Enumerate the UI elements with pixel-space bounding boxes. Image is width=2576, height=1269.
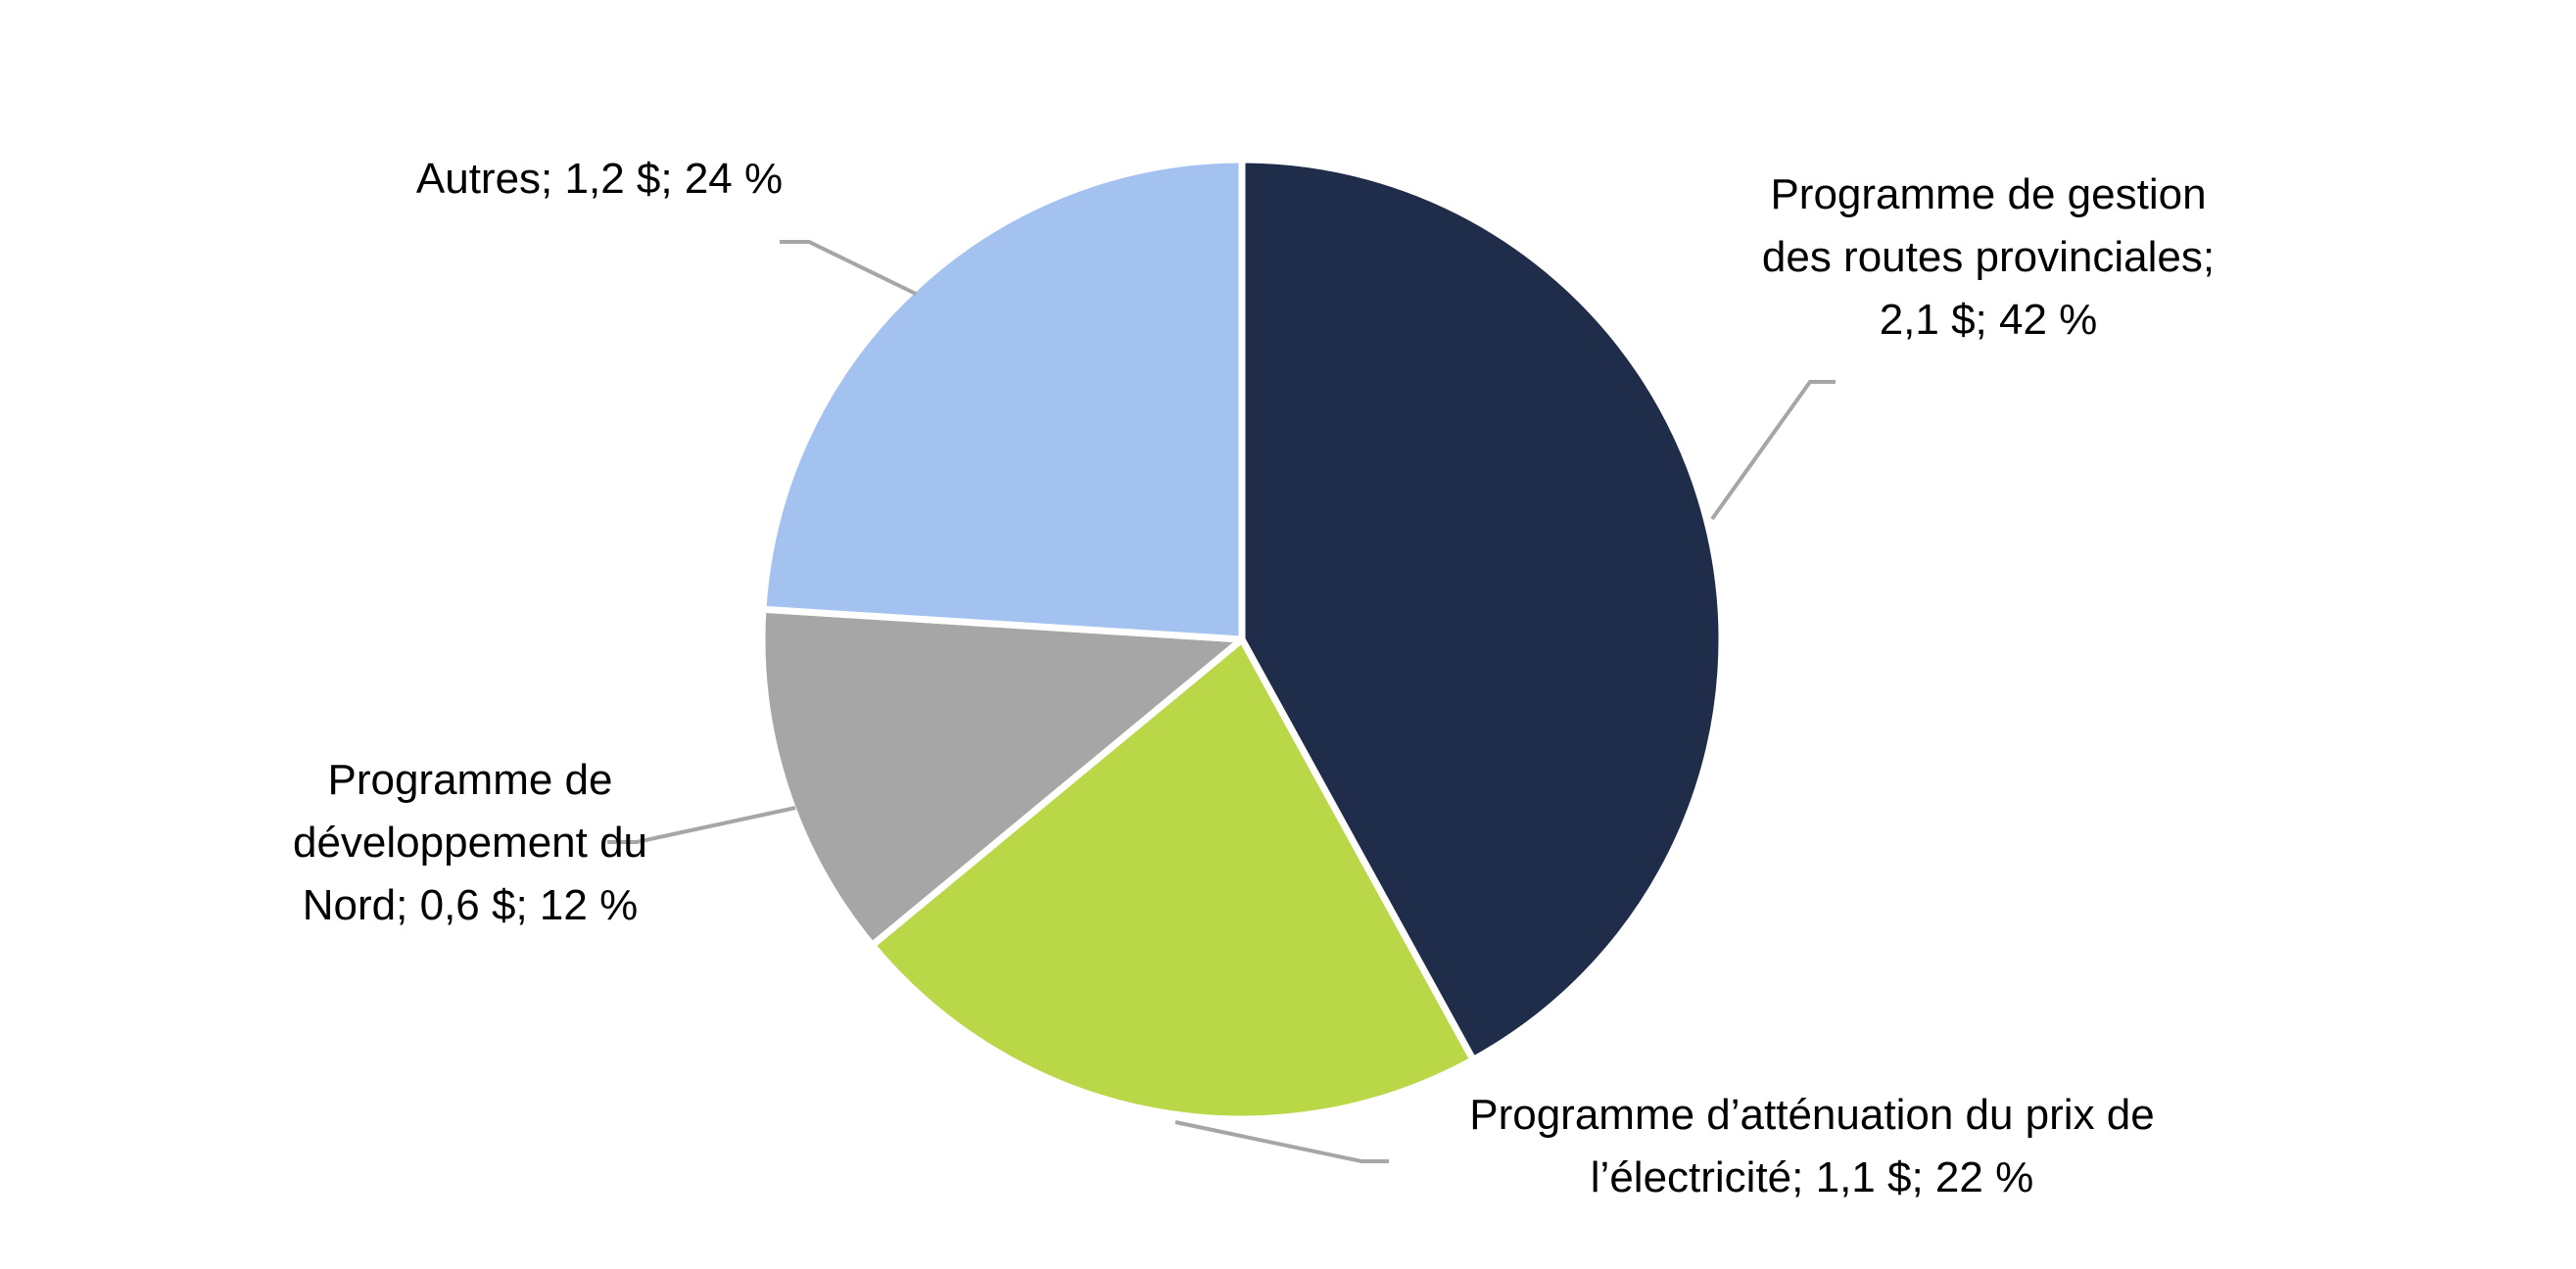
label-leader-lines: [607, 240, 1836, 1163]
pie-slice-routes: [1238, 156, 1726, 1063]
pie-slice-electricite: [868, 635, 1477, 1123]
slice-label-line: Autres; 1,2 $; 24 %: [416, 155, 783, 203]
slice-label-routes: Programme de gestion des routes provincia…: [1762, 170, 2215, 344]
slice-label-line: Programme de gestion: [1770, 170, 2206, 218]
slice-label-line: 2,1 $; 42 %: [1880, 296, 2098, 344]
slice-label-line: Nord; 0,6 $; 12 %: [303, 881, 638, 929]
pie-slice-nord: [758, 605, 1246, 949]
slice-label-autres: Autres; 1,2 $; 24 %: [416, 155, 783, 203]
slice-label-line: Programme d’atténuation du prix de: [1469, 1091, 2155, 1139]
leader-line-nord: [607, 806, 796, 844]
slice-label-nord: Programme de développement du Nord; 0,6 $;…: [293, 756, 647, 929]
pie-slices: [758, 156, 1726, 1123]
slice-label-line: développement du: [293, 819, 647, 867]
leader-line-autres: [780, 240, 917, 296]
slice-label-electricite: Programme d’atténuation du prix de l’élec…: [1469, 1091, 2155, 1201]
pie-slice-autres: [759, 156, 1246, 643]
slice-labels: Programme de gestion des routes provincia…: [293, 155, 2215, 1201]
slice-label-line: l’électricité; 1,1 $; 22 %: [1591, 1153, 2033, 1201]
slice-label-line: des routes provinciales;: [1762, 233, 2215, 281]
slice-label-line: Programme de: [327, 756, 612, 804]
leader-line-routes: [1710, 380, 1836, 521]
leader-line-electricite: [1174, 1120, 1389, 1163]
